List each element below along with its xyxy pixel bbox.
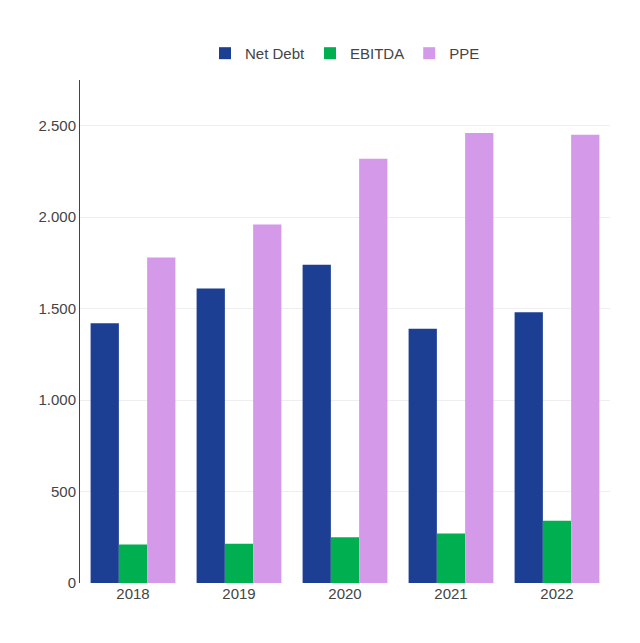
svg-text:2.500: 2.500 <box>38 117 76 134</box>
svg-text:2.000: 2.000 <box>38 208 76 225</box>
svg-text:2021: 2021 <box>434 585 467 602</box>
svg-text:500: 500 <box>51 483 76 500</box>
svg-text:2019: 2019 <box>222 585 255 602</box>
svg-text:1.500: 1.500 <box>38 300 76 317</box>
svg-text:2018: 2018 <box>116 585 149 602</box>
svg-text:2020: 2020 <box>328 585 361 602</box>
svg-text:1.000: 1.000 <box>38 391 76 408</box>
svg-text:Net Debt: Net Debt <box>245 45 305 62</box>
svg-text:0: 0 <box>68 574 76 591</box>
svg-text:2022: 2022 <box>540 585 573 602</box>
svg-text:PPE: PPE <box>449 45 479 62</box>
svg-text:EBITDA: EBITDA <box>350 45 404 62</box>
